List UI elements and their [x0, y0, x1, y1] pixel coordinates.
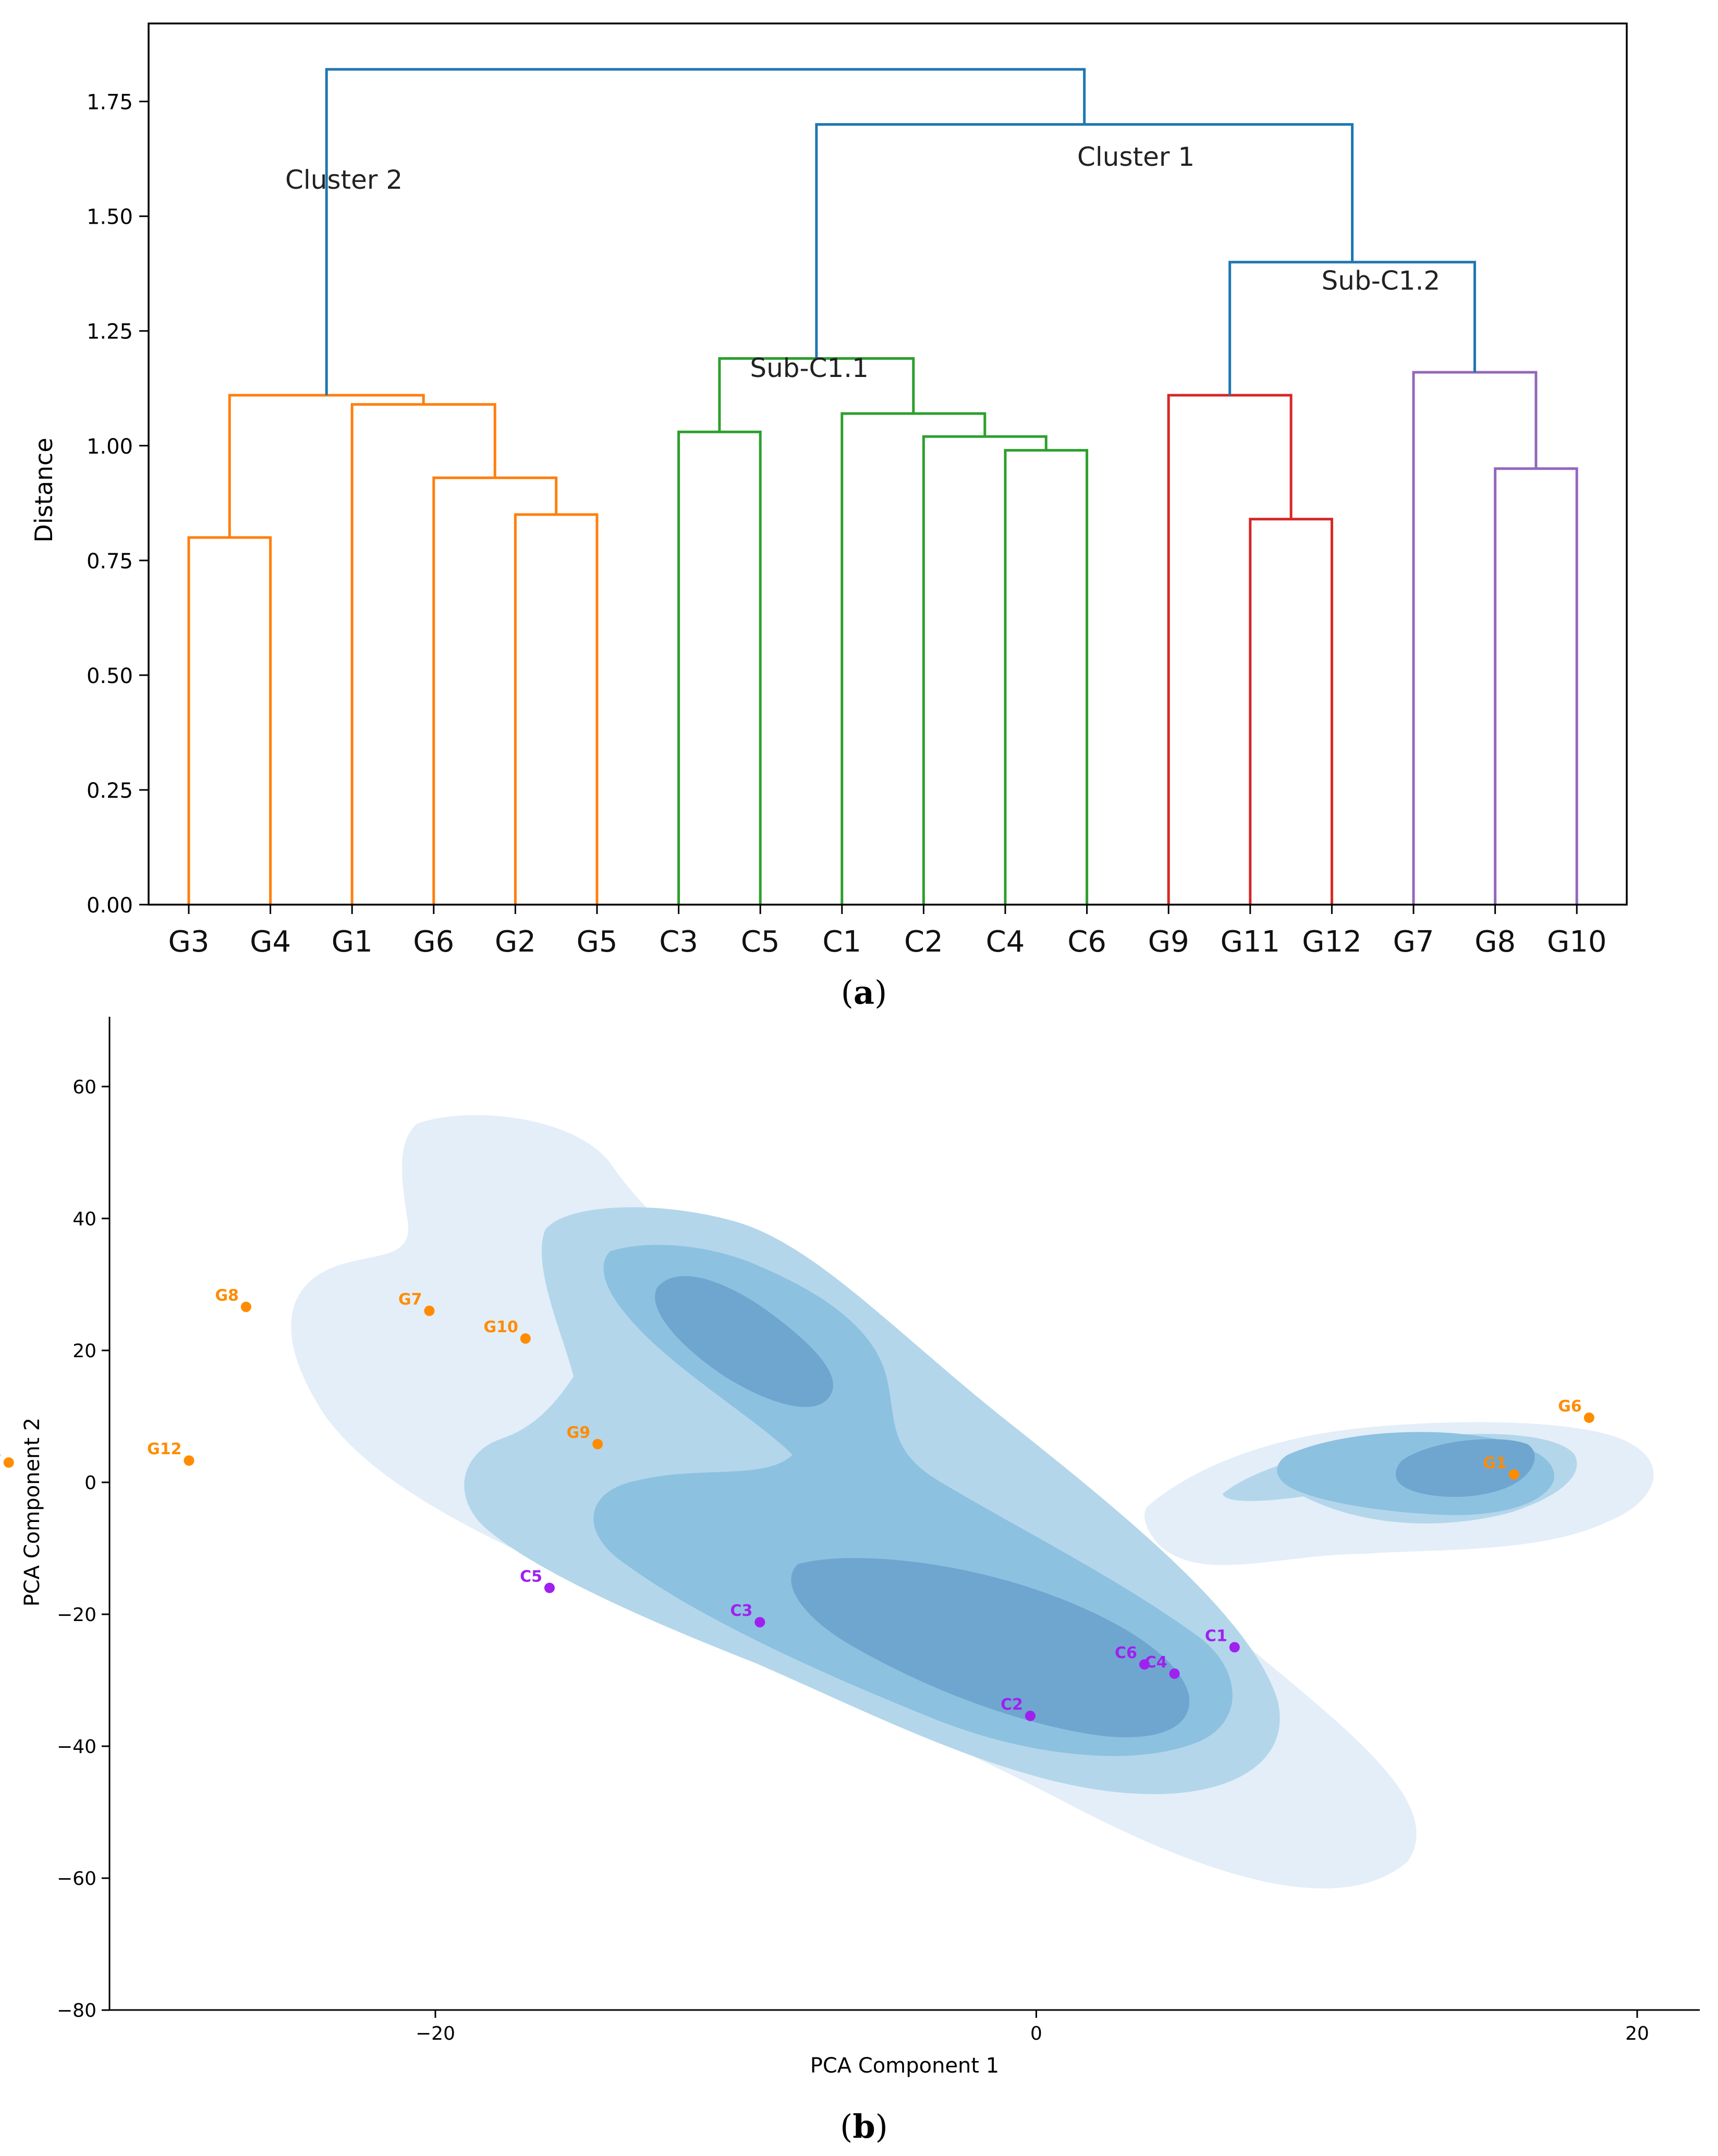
dendrogram-y-tick-label: 1.25 — [87, 320, 133, 344]
dendrogram-leaf-label: C1 — [822, 925, 861, 959]
dendrogram-link-m17 — [325, 68, 1086, 395]
pca-y-axis-label: PCA Component 2 — [20, 1418, 44, 1607]
pca-point-label: C5 — [520, 1567, 542, 1586]
pca-point-C6 — [1139, 1659, 1150, 1670]
kde-level-4-region-c — [1395, 1439, 1535, 1497]
dendrogram-plot-frame — [148, 22, 1628, 906]
dendrogram-annotation: Cluster 2 — [285, 165, 403, 195]
panel-a-letter: a — [854, 973, 874, 1012]
pca-point-label: G7 — [398, 1290, 422, 1309]
dendrogram-y-axis-label: Distance — [30, 437, 58, 542]
pca-panel: G8G7G10G9G11G12G4G3G5G6G2G1C5C3C1C6C4C2 … — [0, 1017, 1700, 2146]
dendrogram-leaf-label: C2 — [904, 925, 943, 959]
pca-y-tick-label: −40 — [57, 1736, 96, 1758]
kde-level-4-region-a — [655, 1276, 833, 1407]
pca-axes — [108, 1017, 1700, 2011]
pca-point-label: G9 — [567, 1424, 591, 1442]
kde-density-contours — [291, 1115, 1654, 1889]
pca-point-G9 — [592, 1439, 603, 1449]
pca-point-C3 — [754, 1617, 765, 1628]
pca-x-ticks: −60−40−2002040 — [416, 2010, 1649, 2044]
dendrogram-leaf-label: C6 — [1067, 925, 1106, 959]
pca-y-tick-label: −20 — [57, 1604, 96, 1626]
panel-a-caption: (a) — [841, 973, 887, 1012]
dendrogram-leaf-label: G11 — [1220, 925, 1280, 959]
pca-y-tick-label: 0 — [84, 1472, 96, 1494]
pca-point-label: G10 — [484, 1318, 518, 1336]
pca-y-ticks: 60 40 20 0 −20 −40 −60 −80 — [57, 1077, 109, 2021]
pca-point-G8 — [240, 1301, 251, 1312]
pca-point-label: G6 — [1558, 1397, 1582, 1416]
pca-point-label: C2 — [1001, 1696, 1023, 1714]
pca-y-tick-label: 20 — [72, 1341, 96, 1362]
dendrogram-y-tick-label: 1.75 — [87, 91, 133, 115]
dendrogram-annotation: Cluster 1 — [1077, 142, 1195, 172]
dendrogram-leaf-label: G10 — [1547, 925, 1607, 959]
dendrogram-leaf-label: G6 — [413, 925, 454, 959]
pca-x-tick-label: 20 — [1625, 2023, 1649, 2044]
pca-point-label: G8 — [215, 1286, 239, 1305]
pca-points: G8G7G10G9G11G12G4G3G5G6G2G1C5C3C1C6C4C2 — [0, 1286, 1594, 1721]
dendrogram-y-tick-label: 0.75 — [87, 550, 133, 574]
pca-y-tick-label: 60 — [72, 1077, 96, 1098]
pca-point-C1 — [1229, 1642, 1240, 1653]
pca-point-G11 — [3, 1457, 14, 1468]
pca-point-label: G12 — [147, 1440, 181, 1458]
dendrogram-leaf-label: G8 — [1475, 925, 1516, 959]
pca-y-tick-label: −60 — [57, 1868, 96, 1890]
pca-point-label: C3 — [730, 1602, 752, 1620]
dendrogram-leaf-label: G1 — [332, 925, 373, 959]
dendrogram-leaf-label: G4 — [250, 925, 291, 959]
dendrogram-y-axis: 0.00 0.25 0.50 0.75 1.00 1.25 1.50 1.75 — [87, 91, 149, 918]
dendrogram-leaf-label: G3 — [168, 925, 209, 959]
dendrogram-branches — [187, 68, 1578, 905]
dendrogram-x-axis: G3 G4 G1 G6 G2 G5 C3 C5 C1 C2 C4 C6 G9 G11 G12 G7 G8 G10 — [168, 905, 1607, 959]
pca-point-G10 — [520, 1333, 531, 1344]
pca-y-tick-label: −80 — [57, 2000, 96, 2021]
kde-level-4-region-b — [791, 1558, 1190, 1737]
pca-point-G6 — [1583, 1412, 1594, 1423]
pca-x-axis-label: PCA Component 1 — [810, 2054, 1000, 2078]
pca-point-label: G1 — [1483, 1454, 1507, 1472]
dendrogram-leaf-label: C4 — [986, 925, 1025, 959]
dendrogram-leaf-label: G12 — [1302, 925, 1362, 959]
pca-point-label: C4 — [1145, 1653, 1167, 1672]
panel-b-caption: (b) — [840, 2108, 888, 2146]
panel-b-letter: b — [852, 2108, 875, 2146]
pca-point-G7 — [424, 1306, 435, 1317]
pca-point-C5 — [544, 1582, 555, 1593]
pca-point-label: C1 — [1205, 1627, 1227, 1645]
dendrogram-leaf-label: G2 — [495, 925, 536, 959]
dendrogram-y-tick-label: 0.25 — [87, 779, 133, 803]
pca-x-tick-label: 0 — [1030, 2023, 1042, 2044]
dendrogram-leaf-label: G7 — [1393, 925, 1434, 959]
dendrogram-y-tick-label: 0.00 — [87, 894, 133, 918]
dendrogram-annotation: Sub-C1.2 — [1322, 266, 1441, 296]
pca-y-tick-label: 40 — [72, 1209, 96, 1230]
dendrogram-annotations: Cluster 2 Cluster 1 Sub-C1.1 Sub-C1.2 — [285, 142, 1440, 383]
pca-x-tick-label: −20 — [416, 2023, 455, 2044]
pca-point-G12 — [184, 1455, 194, 1466]
pca-point-label: C6 — [1115, 1644, 1137, 1662]
dendrogram-annotation: Sub-C1.1 — [750, 353, 869, 383]
pca-point-C4 — [1169, 1668, 1180, 1679]
dendrogram-leaf-label: C3 — [659, 925, 698, 959]
dendrogram-leaf-label: G5 — [576, 925, 617, 959]
dendrogram-leaf-label: C5 — [741, 925, 780, 959]
pca-point-G1 — [1508, 1469, 1519, 1480]
dendrogram-panel: 0.000.250.500.751.001.251.501.75 G3 G4 G1 G… — [30, 22, 1628, 1012]
pca-point-C2 — [1025, 1710, 1035, 1721]
pca-point-label: G11 — [0, 1442, 2, 1460]
dendrogram-y-tick-label: 1.50 — [87, 205, 133, 229]
dendrogram-y-tick-label: 1.00 — [87, 435, 133, 459]
dendrogram-y-tick-label: 0.50 — [87, 664, 133, 688]
dendrogram-leaf-label: G9 — [1148, 925, 1189, 959]
